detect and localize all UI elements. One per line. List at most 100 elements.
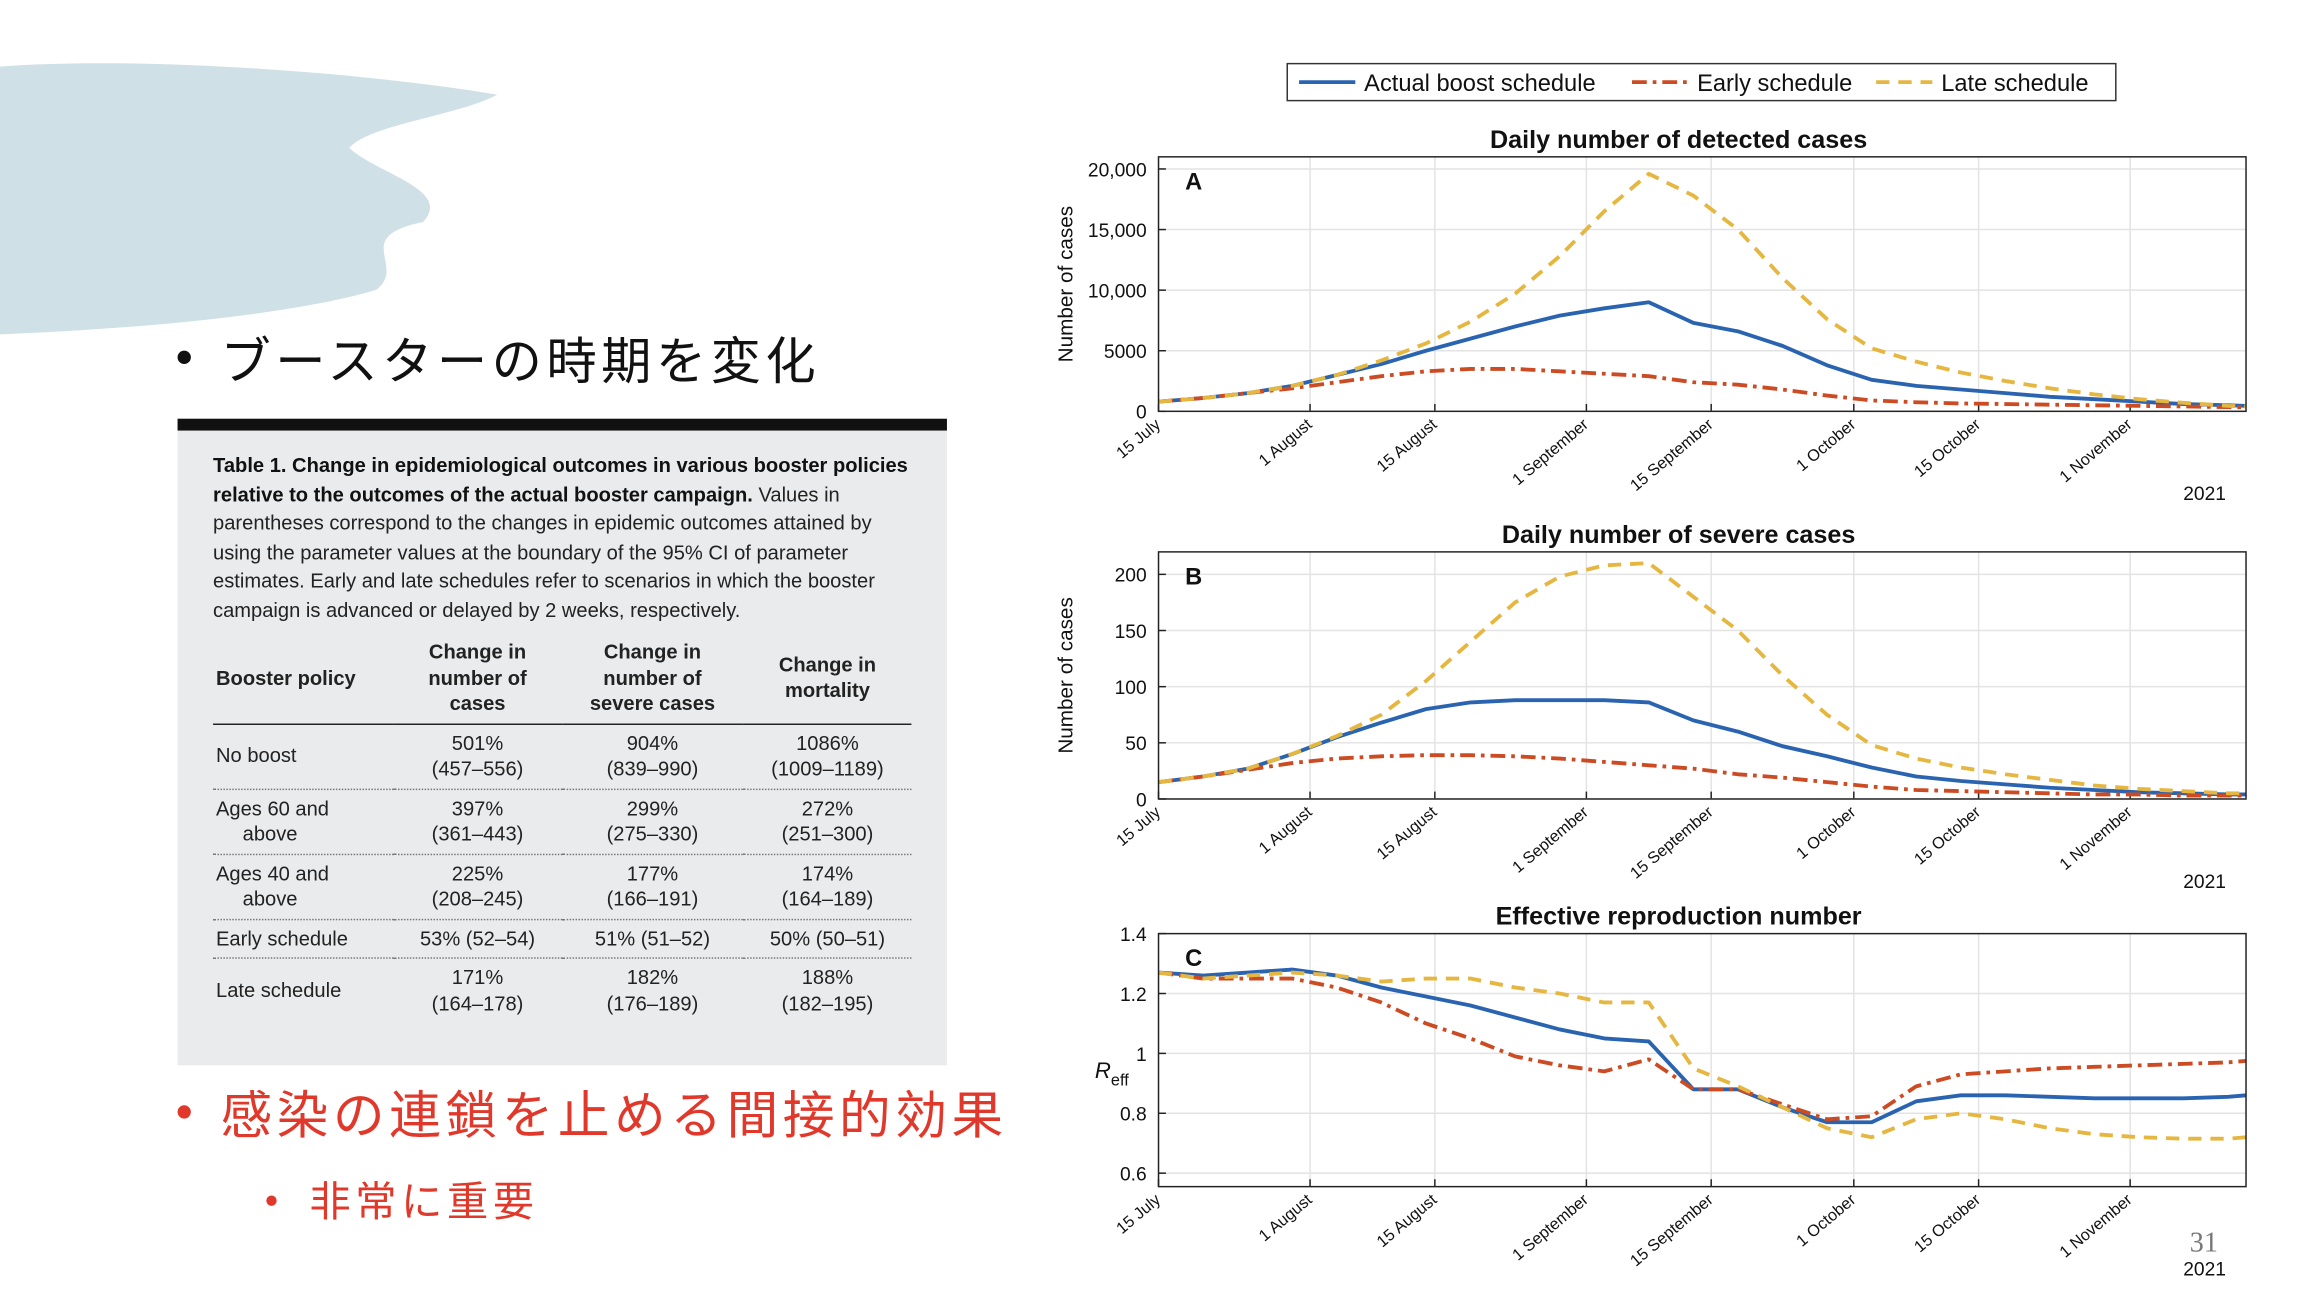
series-line [1158,970,2247,1141]
y-axis-label: Reff [1095,1058,1129,1089]
y-tick-label: 1 [1136,1045,1147,1066]
table-panel: Table 1. Change in epidemiological outco… [177,418,947,1066]
cell-line: (361–443) [431,822,524,845]
cell-line: 182% [626,966,679,989]
y-tick-label: 0.6 [1120,1165,1147,1186]
header-row: Booster policy Change in number of cases Cha… [213,633,912,725]
x-tick-label: 15 August [1373,803,1440,864]
panel-letter: A [1185,169,1202,195]
cell-line: 1086% [796,731,859,754]
cell-line: 177% [626,861,679,885]
cell-line: 299% [626,796,679,819]
brush-decoration [0,63,498,335]
cell-line: above [242,822,298,845]
table-cell: 272% (251–300) [743,788,912,855]
x-tick-label: 1 November [2056,1190,2136,1261]
bullet-text: 非常に重要 [309,1177,539,1227]
cell-line: 171% [451,966,504,989]
y-axis-label: Number of cases [1055,206,1078,362]
table-row: Early schedule 53% (52–54) 51% (51–52) 50% … [213,918,912,959]
cell-line: 50% (50–51) [769,926,886,950]
table-cell: No boost [213,723,394,790]
y-tick-label: 20,000 [1088,160,1147,181]
legend-label: Late schedule [1941,71,2088,97]
y-tick-label: 1.4 [1120,925,1147,946]
table-cell: 50% (50–51) [743,918,912,959]
cell-line: 904% [626,731,679,754]
table-cell: 501% (457–556) [393,723,562,790]
cell-line: 272% [801,796,854,819]
header-cell: Change in number of severe cases [561,633,744,725]
table-cell: 225% (208–245) [393,853,562,920]
chart-title: Daily number of detected cases [1490,126,1867,154]
y-tick-label: 15,000 [1088,221,1147,242]
cell-line: 188% [801,966,854,989]
table-cell: Late schedule [213,958,394,1022]
cell-line: Ages 40 and [216,861,329,885]
cell-line: Late schedule [216,979,342,1002]
cell-line: (182–195) [781,992,874,1015]
cell-line: (839–990) [606,757,699,780]
x-tick-label: 1 October [1793,1190,1860,1250]
table-cell: 1086% (1009–1189) [743,723,912,790]
cell-line: 51% (51–52) [594,926,711,950]
header-cell: Change in number of cases [393,633,562,725]
table-cell: 51% (51–52) [561,918,744,959]
chart-title: Effective reproduction number [1496,903,1862,931]
table-cell: 53% (52–54) [393,918,562,959]
plot-area [1158,156,2247,412]
y-tick-label: 10,000 [1088,282,1147,303]
cell-line: 225% [451,861,504,885]
y-axis-label: Number of cases [1055,597,1078,753]
x-tick-label: 1 September [1509,803,1592,877]
table-cell: Ages 60 and above [213,788,394,855]
y-label-sub: eff [1111,1071,1129,1089]
x-tick-label: 15 October [1911,415,1985,481]
panel-letter: B [1185,564,1202,590]
table-cell: 904% (839–990) [561,723,744,790]
cell-line: Early schedule [216,926,348,950]
bullet-text: ブースターの時期を変化 [220,332,821,392]
x-tick-label: 1 November [2056,803,2136,874]
table-cell: 171% (164–178) [394,958,562,1022]
table-caption: Table 1. Change in epidemiological outco… [213,451,911,624]
year-label: 2021 [2183,1259,2226,1280]
header-line: Change in [428,640,527,663]
cell-line: No boost [216,744,297,767]
table-row: Late schedule 171% (164–178) 182% (176–189) 1… [213,958,911,1022]
y-tick-label: 0 [1136,403,1147,424]
sub-bullet: 非常に重要 [266,1173,539,1227]
header-line: Change in [603,640,702,663]
y-tick-label: 1.2 [1120,985,1147,1006]
cell-line: Ages 60 and [216,796,329,819]
x-tick-label: 15 August [1373,415,1440,476]
x-tick-label: 15 October [1911,1190,1985,1256]
x-tick-label: 1 September [1509,415,1592,489]
cell-line: 397% [451,796,504,819]
cell-line: (176–189) [606,992,699,1015]
x-tick-label: 15 September [1627,1190,1717,1270]
caption-text: Values in parentheses correspond to the … [213,483,875,621]
y-tick-label: 50 [1125,734,1146,755]
bullet: ブースターの時期を変化 [177,323,821,392]
page-number: 31 [2189,1228,2218,1260]
x-tick-label: 1 November [2056,415,2136,486]
bullet-dot [177,349,191,364]
header-cell: Booster policy [213,633,394,725]
x-tick-label: 1 October [1793,415,1860,475]
header-line: Change in [778,653,877,676]
plot-frame [1157,551,2247,800]
y-tick-label: 5000 [1104,342,1147,363]
cell-line: 501% [451,731,504,754]
x-tick-label: 15 September [1627,803,1717,883]
cell-line: (166–191) [606,887,699,910]
header-line: cases [449,692,506,715]
x-tick-label: 1 October [1793,803,1860,863]
header-line: mortality [784,679,870,702]
x-tick-label: 15 September [1627,415,1717,495]
cell-line: (164–178) [431,992,524,1015]
table-cell: Early schedule [213,918,394,959]
cell-line: above [242,887,298,910]
